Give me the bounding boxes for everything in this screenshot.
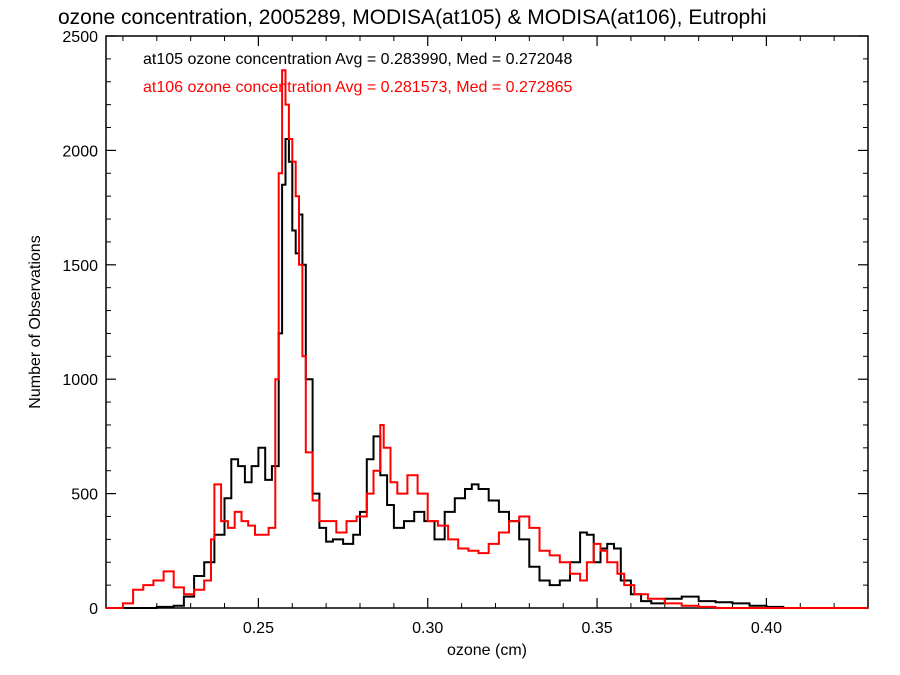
x-axis-label: ozone (cm) <box>447 642 527 659</box>
legend-entry-at106: at106 ozone concentration Avg = 0.281573… <box>143 79 572 96</box>
y-axis: 0 500 1000 1500 2000 2500 <box>62 29 868 618</box>
y-tick-label: 1000 <box>62 372 98 389</box>
y-tick-label: 0 <box>89 601 98 618</box>
y-tick-label: 1500 <box>62 258 98 275</box>
y-tick-label: 2500 <box>62 29 98 46</box>
legend-entry-at105: at105 ozone concentration Avg = 0.283990… <box>143 51 572 68</box>
x-tick-label: 0.30 <box>412 620 443 637</box>
series-line-at105 <box>106 138 868 609</box>
plot-frame <box>105 35 869 609</box>
x-tick-label: 0.25 <box>243 620 274 637</box>
series-layer <box>106 69 868 609</box>
y-tick-label: 500 <box>71 487 98 504</box>
y-tick-label: 2000 <box>62 143 98 160</box>
x-axis: 0.25 0.30 0.35 0.40 <box>122 36 869 637</box>
series-line-at106 <box>106 69 868 609</box>
x-tick-label: 0.35 <box>581 620 612 637</box>
chart-title: ozone concentration, 2005289, MODISA(at1… <box>58 6 767 29</box>
x-tick-label: 0.40 <box>751 620 782 637</box>
y-axis-label: Number of Observations <box>27 235 44 408</box>
